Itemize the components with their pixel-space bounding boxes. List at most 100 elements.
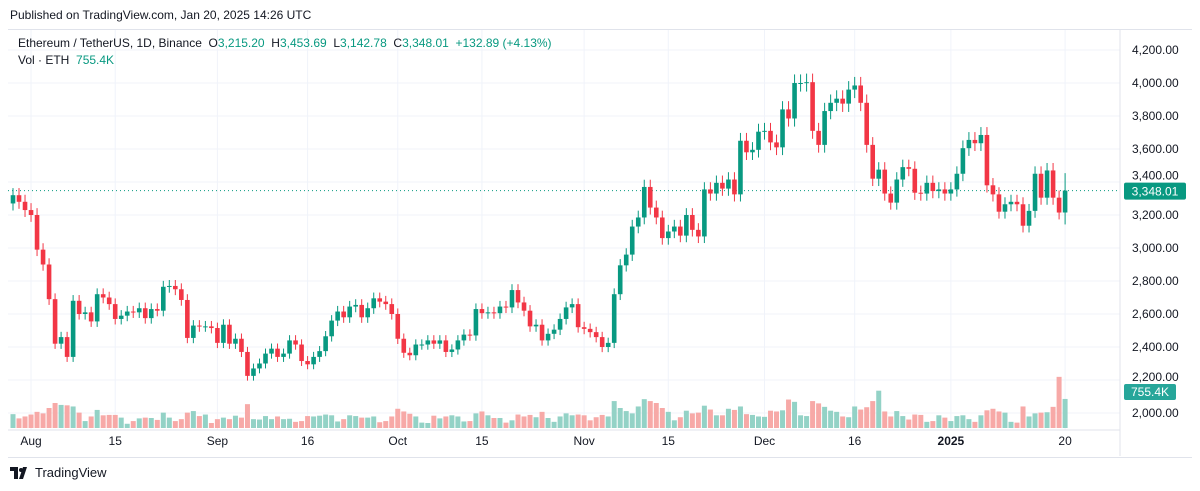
volume-bar	[40, 413, 46, 428]
candle-body	[383, 301, 389, 305]
x-tick-label: Oct	[388, 434, 407, 448]
candle-body	[431, 340, 437, 344]
candle	[281, 348, 286, 362]
candle-body	[834, 98, 839, 103]
candle-body	[395, 314, 401, 339]
candle-body	[1020, 204, 1026, 226]
volume-bar	[359, 417, 365, 428]
candle	[599, 331, 605, 353]
volume-bar	[58, 404, 64, 428]
candle-body	[912, 168, 918, 193]
volume-bar	[689, 413, 695, 428]
close-value: 3,348.01	[402, 36, 449, 50]
volume-bar	[990, 408, 996, 428]
x-tick-label: 20	[1058, 434, 1072, 448]
symbol-title[interactable]: Ethereum / TetherUS, 1D, Binance	[18, 36, 202, 50]
volume-bar	[665, 411, 671, 428]
candle-body	[1044, 170, 1050, 198]
candle-body	[762, 130, 767, 132]
candle-body	[744, 140, 749, 153]
volume-bar	[317, 415, 323, 428]
chart-area[interactable]	[8, 29, 1192, 458]
volume-bar	[774, 411, 780, 428]
published-caption: Published on TradingView.com, Jan 20, 20…	[10, 8, 312, 22]
candle-body	[335, 311, 340, 321]
candle	[1032, 166, 1038, 218]
candle	[569, 298, 575, 314]
volume-bar	[695, 412, 701, 428]
candle-body	[966, 139, 972, 149]
candle-body	[485, 312, 491, 314]
candle	[269, 343, 274, 359]
candle	[984, 127, 990, 193]
candle-body	[1032, 173, 1038, 211]
volume-bar	[762, 416, 767, 428]
volume-bar	[130, 421, 136, 428]
volume-bar	[834, 411, 840, 428]
volume-bar	[701, 405, 707, 428]
candle	[768, 122, 773, 151]
candle-body	[311, 356, 316, 365]
candle	[173, 280, 178, 296]
candle-body	[978, 134, 984, 144]
candle	[16, 188, 22, 209]
candle	[978, 127, 984, 152]
candle-body	[587, 328, 593, 333]
candle-body	[136, 308, 142, 313]
candle	[70, 295, 76, 362]
candle-body	[822, 111, 827, 145]
brand-name: TradingView	[35, 465, 107, 480]
volume-bar	[437, 418, 443, 428]
volume-bar	[100, 415, 106, 428]
volume-bar	[894, 411, 900, 428]
candle-body	[870, 144, 876, 179]
candle-body	[227, 324, 232, 344]
candle-body	[479, 309, 485, 314]
volume-bar	[569, 415, 575, 428]
volume-bar	[972, 421, 978, 428]
y-tick-label: 2,200.00	[1132, 370, 1179, 384]
volume-label[interactable]: Vol · ETH	[18, 53, 70, 67]
candle	[1026, 203, 1032, 233]
candle	[900, 159, 906, 187]
candle-body	[954, 173, 960, 190]
candle-body	[82, 312, 88, 314]
candle	[864, 94, 870, 153]
candle-body	[1026, 210, 1032, 226]
volume-bar	[587, 420, 593, 428]
candle-body	[269, 348, 274, 354]
volume-row: Vol · ETH 755.4K	[18, 52, 552, 69]
volume-bar	[539, 411, 545, 428]
low-label: L	[333, 36, 341, 50]
candle	[239, 333, 244, 358]
volume-value: 755.4K	[76, 53, 115, 67]
volume-bar	[142, 417, 148, 428]
tradingview-logo[interactable]: TradingView	[10, 465, 107, 480]
candle-body	[690, 215, 695, 230]
candle-body	[623, 254, 629, 266]
candle	[1002, 197, 1008, 219]
candle-body	[148, 309, 154, 319]
candle-body	[647, 186, 653, 208]
candle	[491, 306, 497, 319]
candle	[575, 298, 581, 333]
volume-bar	[1020, 406, 1026, 428]
volume-bar	[485, 415, 491, 428]
candle-body	[708, 189, 713, 194]
candle-body	[40, 249, 46, 265]
candle	[834, 90, 839, 112]
change-value: +132.89 (+4.13%)	[455, 36, 552, 50]
volume-bar	[28, 414, 34, 428]
y-tick-label: 3,800.00	[1132, 109, 1179, 123]
volume-bar	[768, 410, 774, 428]
candle	[275, 343, 280, 362]
candle	[726, 172, 731, 196]
candle	[52, 293, 58, 349]
candle	[185, 294, 190, 344]
candle	[539, 319, 545, 346]
candle-body	[527, 310, 533, 327]
candle-body	[557, 318, 563, 330]
volume-bar	[551, 421, 557, 428]
candle	[593, 326, 599, 343]
